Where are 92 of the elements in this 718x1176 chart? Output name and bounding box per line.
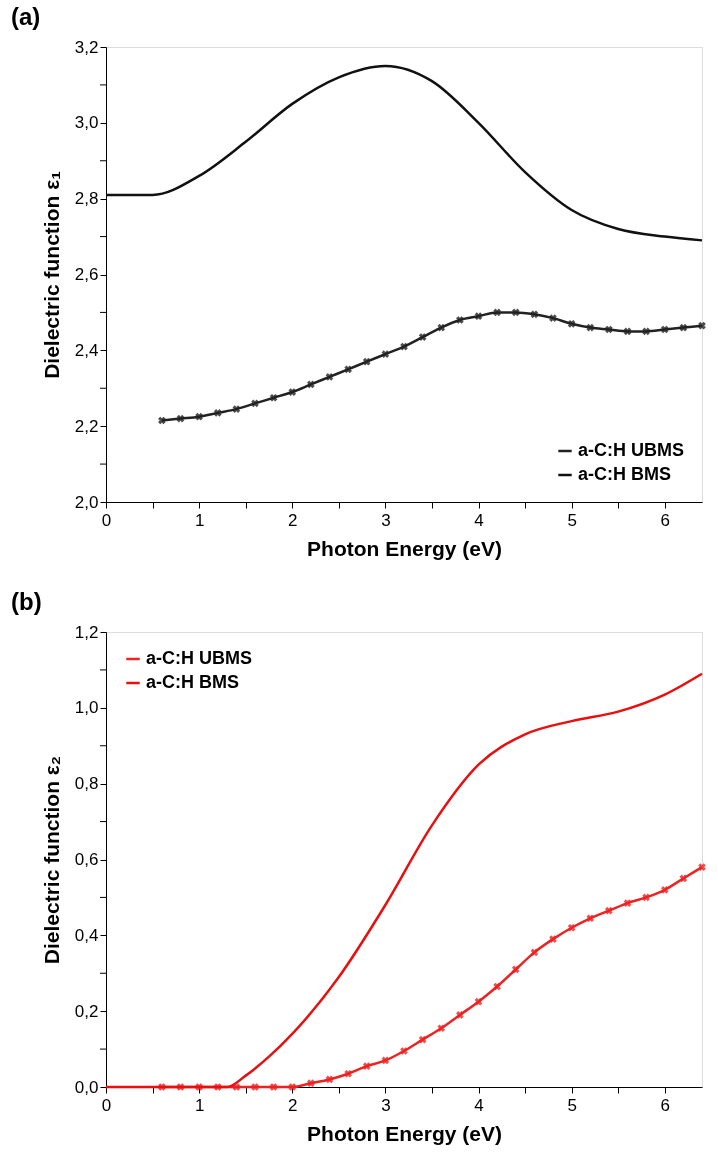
- point: [698, 321, 706, 330]
- x-tick-label: 4: [474, 510, 484, 530]
- point: [623, 327, 632, 336]
- point: [195, 412, 203, 421]
- y-tick-label: 1,0: [74, 698, 99, 718]
- x-tick-label: 1: [194, 1095, 205, 1115]
- y-tick-label: 0,8: [74, 774, 99, 794]
- point: [549, 314, 557, 322]
- x-tick-label: 6: [660, 1095, 670, 1115]
- point: [437, 323, 446, 332]
- point: [158, 416, 166, 425]
- x-tick-label: 5: [567, 510, 577, 530]
- point: [511, 965, 520, 974]
- x-tick-label: 0: [101, 1095, 112, 1115]
- point: [400, 1047, 408, 1055]
- point: [232, 405, 241, 413]
- point: [642, 893, 650, 902]
- y-tick-label: 0,0: [74, 1077, 99, 1097]
- point: [307, 1079, 315, 1088]
- point: [269, 393, 278, 402]
- point: [493, 308, 501, 317]
- point: [679, 323, 688, 332]
- x-axis-title: Photon Energy (eV): [307, 1121, 502, 1145]
- point: [362, 1062, 371, 1070]
- point: [660, 886, 669, 894]
- point: [567, 923, 576, 932]
- point: [251, 399, 259, 408]
- point: [381, 1056, 390, 1065]
- x-tick-label: 0: [101, 510, 112, 530]
- point: [530, 948, 539, 957]
- y-tick-label: 2,2: [74, 416, 99, 436]
- y-tick-label: 3,2: [74, 37, 99, 57]
- y-tick-label: 0,6: [74, 850, 99, 869]
- line-series: [104, 64, 704, 242]
- point: [623, 899, 632, 907]
- point: [213, 409, 222, 417]
- point: [418, 1035, 427, 1044]
- point: [288, 388, 297, 396]
- y-tick-label: 2,4: [74, 340, 99, 360]
- point: [605, 325, 613, 334]
- point: [362, 357, 371, 366]
- point: [344, 1069, 352, 1078]
- y-tick-label: 2,0: [74, 492, 99, 512]
- y-tick-label: 0,2: [74, 1001, 99, 1021]
- y-axis-title: Dielectric function ε₁: [39, 171, 63, 379]
- point: [586, 914, 595, 923]
- x-tick-label: 4: [474, 1095, 484, 1115]
- point: [474, 312, 483, 321]
- point: [567, 319, 576, 328]
- point: [400, 342, 408, 351]
- point: [605, 906, 613, 915]
- point: [325, 373, 334, 381]
- chart-title: (a): [11, 3, 41, 30]
- point: [437, 1024, 446, 1033]
- y-tick-label: 2,6: [74, 265, 99, 284]
- y-tick-label: 2,8: [74, 189, 99, 209]
- y-axis-title: Dielectric function ε₂: [39, 755, 63, 965]
- legend-label: a-C:H BMS: [146, 672, 239, 692]
- point: [530, 310, 539, 319]
- point: [511, 308, 520, 317]
- x-tick-label: 1: [194, 510, 205, 530]
- point: [307, 380, 315, 389]
- legend-label: a-C:H BMS: [578, 464, 671, 484]
- point: [325, 1075, 334, 1084]
- point: [679, 874, 688, 883]
- point: [586, 323, 595, 332]
- point: [418, 333, 427, 341]
- x-tick-label: 2: [288, 510, 298, 530]
- x-tick-label: 3: [381, 510, 391, 530]
- point: [176, 414, 185, 423]
- point: [288, 1083, 297, 1091]
- point: [493, 982, 501, 991]
- x-tick-label: 5: [567, 1095, 577, 1115]
- point: [660, 325, 669, 334]
- point: [549, 935, 557, 943]
- x-axis-title: Photon Energy (eV): [307, 536, 502, 560]
- x-tick-label: 2: [288, 1095, 298, 1115]
- legend-label: a-C:H UBMS: [578, 440, 684, 460]
- point: [269, 1083, 278, 1091]
- chart-title: (b): [11, 588, 42, 615]
- y-tick-label: 0,4: [74, 925, 99, 945]
- y-tick-label: 1,2: [74, 622, 99, 642]
- point: [698, 863, 706, 871]
- point: [456, 1011, 464, 1019]
- point: [251, 1083, 259, 1091]
- point: [456, 316, 464, 324]
- y-tick-label: 3,0: [74, 113, 99, 133]
- x-tick-label: 3: [381, 1095, 391, 1115]
- legend-label: a-C:H UBMS: [146, 648, 252, 668]
- point: [474, 997, 483, 1006]
- point: [344, 365, 352, 374]
- x-tick-label: 6: [660, 510, 670, 530]
